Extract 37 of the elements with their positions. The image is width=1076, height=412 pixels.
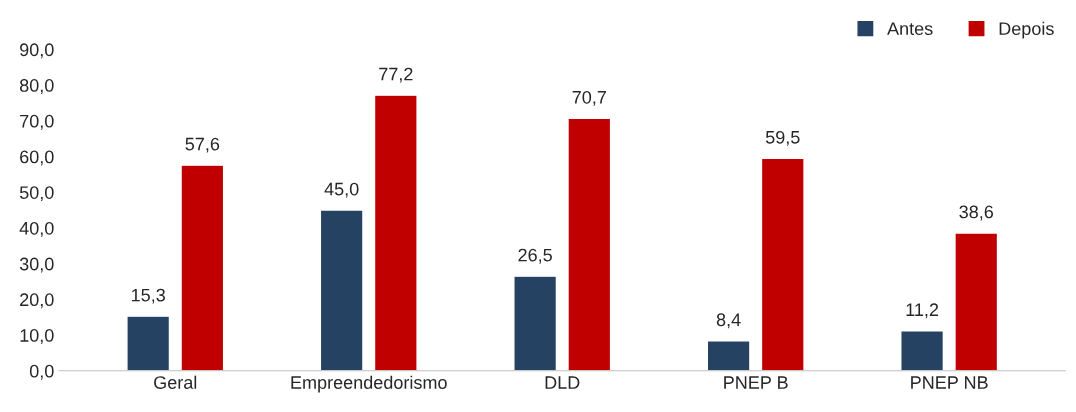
- y-tick-label: 70,0: [20, 114, 54, 130]
- y-tick-label: 30,0: [19, 257, 54, 273]
- bar: [760, 157, 805, 371]
- bar: [954, 232, 999, 371]
- y-tick-label: 90,0: [20, 43, 54, 59]
- y-tick-label: 80,0: [19, 79, 54, 94]
- x-tick-label: Geral: [154, 375, 197, 389]
- y-tick-label: 60,0: [20, 150, 54, 166]
- bar: [126, 315, 171, 371]
- y-tick-label: 0,0: [29, 364, 54, 380]
- data-label: 70,7: [572, 90, 606, 106]
- data-label: 57,6: [185, 137, 220, 153]
- legend-label: Depois: [999, 21, 1054, 39]
- data-label: 15,3: [131, 288, 165, 304]
- bar: [706, 340, 751, 371]
- bar: [900, 330, 945, 371]
- y-tick-label: 10,0: [20, 329, 54, 344]
- y-tick-label: 20,0: [20, 293, 54, 309]
- x-tick-label: Empreendedorismo: [291, 375, 447, 393]
- bar: [180, 164, 225, 371]
- y-tick-label: 40,0: [19, 221, 54, 237]
- legend-label: Antes: [887, 22, 933, 36]
- x-tick-label: PNEP NB: [911, 376, 988, 389]
- data-label: 8,4: [716, 313, 741, 329]
- bar: [567, 117, 612, 371]
- x-tick-label: DLD: [545, 376, 580, 389]
- bar: [319, 209, 364, 371]
- data-label: 59,5: [765, 130, 800, 146]
- bar: [373, 94, 418, 371]
- data-label: 45,0: [324, 182, 359, 198]
- y-tick-label: 50,0: [19, 186, 54, 202]
- bar: [513, 275, 558, 371]
- data-label: 11,2: [906, 303, 939, 319]
- data-label: 38,6: [959, 205, 994, 221]
- x-tick-label: PNEP B: [724, 376, 788, 389]
- data-label: 77,2: [379, 67, 413, 83]
- data-label: 26,5: [518, 248, 552, 264]
